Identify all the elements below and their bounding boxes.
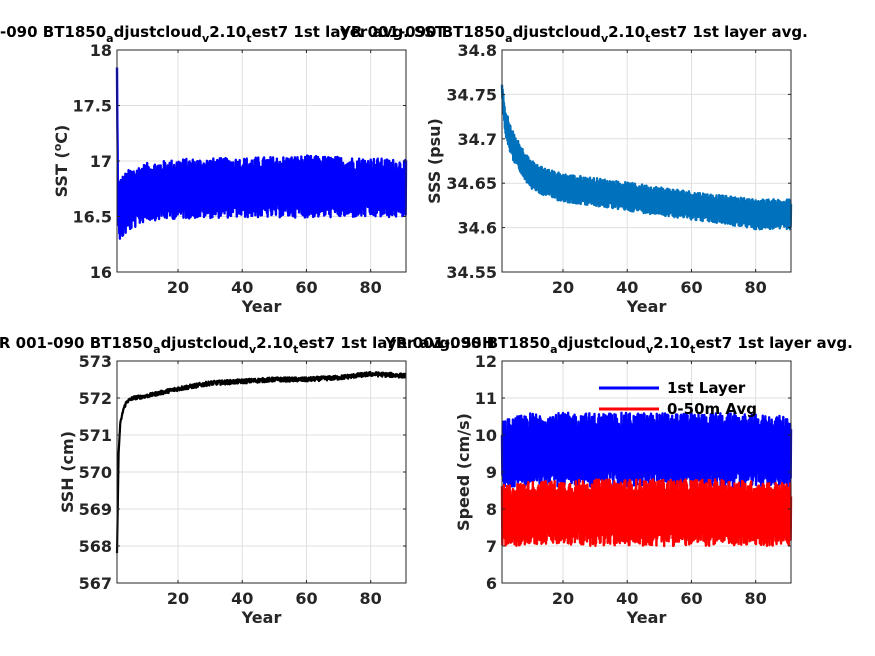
y-tick-label: 34.75	[446, 85, 497, 104]
x-tick-label: 20	[552, 278, 574, 297]
x-tick-label: 80	[360, 589, 382, 608]
x-tick-label: 20	[552, 589, 574, 608]
series-1st-layer	[500, 411, 793, 488]
y-tick-label: 568	[79, 537, 112, 556]
y-tick-label: 9	[486, 463, 497, 482]
x-tick-label: 60	[295, 589, 317, 608]
axes-frame	[501, 49, 792, 273]
chart-panel-2: 20 40 60 80 34.55 34.6 34.65 34.7 34.75 34.8 Year S…	[339, 23, 808, 316]
x-tick-label: 20	[167, 589, 189, 608]
y-tick-label: 567	[79, 574, 112, 593]
chart-title: -090 BT1850adjustcloudv2.10test7 1st lay…	[0, 23, 446, 45]
y-tick-label: 11	[475, 389, 497, 408]
y-axis-label: Speed (cm/s)	[454, 413, 473, 531]
series-0-50m-avg	[500, 478, 793, 548]
y-axis-label: SSH (cm)	[58, 431, 77, 513]
legend-label: 0-50m Avg	[667, 400, 757, 418]
y-tick-label: 12	[475, 352, 497, 371]
series-line	[500, 84, 793, 231]
series-3-1	[115, 370, 407, 554]
x-axis-label: Year	[626, 608, 667, 627]
x-tick-label: 80	[745, 589, 767, 608]
y-tick-label: 8	[486, 500, 497, 519]
series-2-1	[500, 84, 793, 231]
x-tick-label: 40	[231, 278, 253, 297]
y-tick-label: 572	[79, 389, 112, 408]
x-tick-label: 80	[360, 278, 382, 297]
series-line	[115, 370, 407, 554]
y-tick-label: 34.7	[458, 130, 497, 149]
x-tick-label: 60	[680, 278, 702, 297]
y-tick-label: 573	[79, 352, 112, 371]
x-tick-label: 60	[295, 278, 317, 297]
x-tick-label: 40	[231, 589, 253, 608]
x-tick-label: 80	[745, 278, 767, 297]
x-tick-label: 40	[616, 589, 638, 608]
y-tick-label: 571	[79, 426, 112, 445]
plot-area	[502, 50, 791, 272]
chart-panel-3: 20 40 60 80 567 568 569 570 571 572 573 Year SSH (cm…	[0, 334, 495, 627]
y-tick-label: 34.6	[458, 219, 497, 238]
x-axis-label: Year	[241, 608, 282, 627]
chart-panel-4: 20 40 60 80 6 7 8 9 10 11 12 Year Speed (cm/s) YR 001…	[384, 334, 853, 627]
series-line	[500, 411, 793, 488]
x-tick-label: 20	[167, 278, 189, 297]
y-tick-label: 7	[486, 537, 497, 556]
series-line	[115, 67, 408, 240]
y-tick-label: 16.5	[73, 208, 112, 227]
y-tick-label: 18	[90, 41, 112, 60]
x-axis-label: Year	[241, 297, 282, 316]
y-axis-label: SSS (psu)	[425, 118, 444, 204]
legend-label: 1st Layer	[667, 379, 746, 397]
chart-title: YR 001-090 BT1850adjustcloudv2.10test7 1…	[339, 23, 808, 45]
y-axis-label: SST (oC)	[51, 125, 71, 198]
x-tick-label: 60	[680, 589, 702, 608]
y-tick-label: 570	[79, 463, 112, 482]
x-tick-label: 40	[616, 278, 638, 297]
y-tick-label: 34.8	[458, 41, 497, 60]
y-tick-label: 17.5	[73, 97, 112, 116]
chart-panel-1: 20 40 60 80 16 16.5 17 17.5 18 Year SST (oC) -090 B…	[0, 23, 446, 316]
series-1-1	[115, 67, 408, 240]
y-tick-label: 6	[486, 574, 497, 593]
chart-title: YR 001-090 BT1850adjustcloudv2.10test7 1…	[384, 334, 853, 356]
y-tick-label: 17	[90, 152, 112, 171]
chart-title: YR 001-090 BT1850adjustcloudv2.10test7 1…	[0, 334, 495, 356]
y-tick-label: 10	[475, 426, 497, 445]
legend: 1st Layer 0-50m Avg	[599, 379, 757, 418]
x-axis-label: Year	[626, 297, 667, 316]
y-tick-label: 16	[90, 263, 112, 282]
y-tick-label: 34.55	[446, 263, 497, 282]
y-tick-label: 34.65	[446, 174, 497, 193]
y-tick-label: 569	[79, 500, 112, 519]
series-line	[500, 478, 793, 548]
